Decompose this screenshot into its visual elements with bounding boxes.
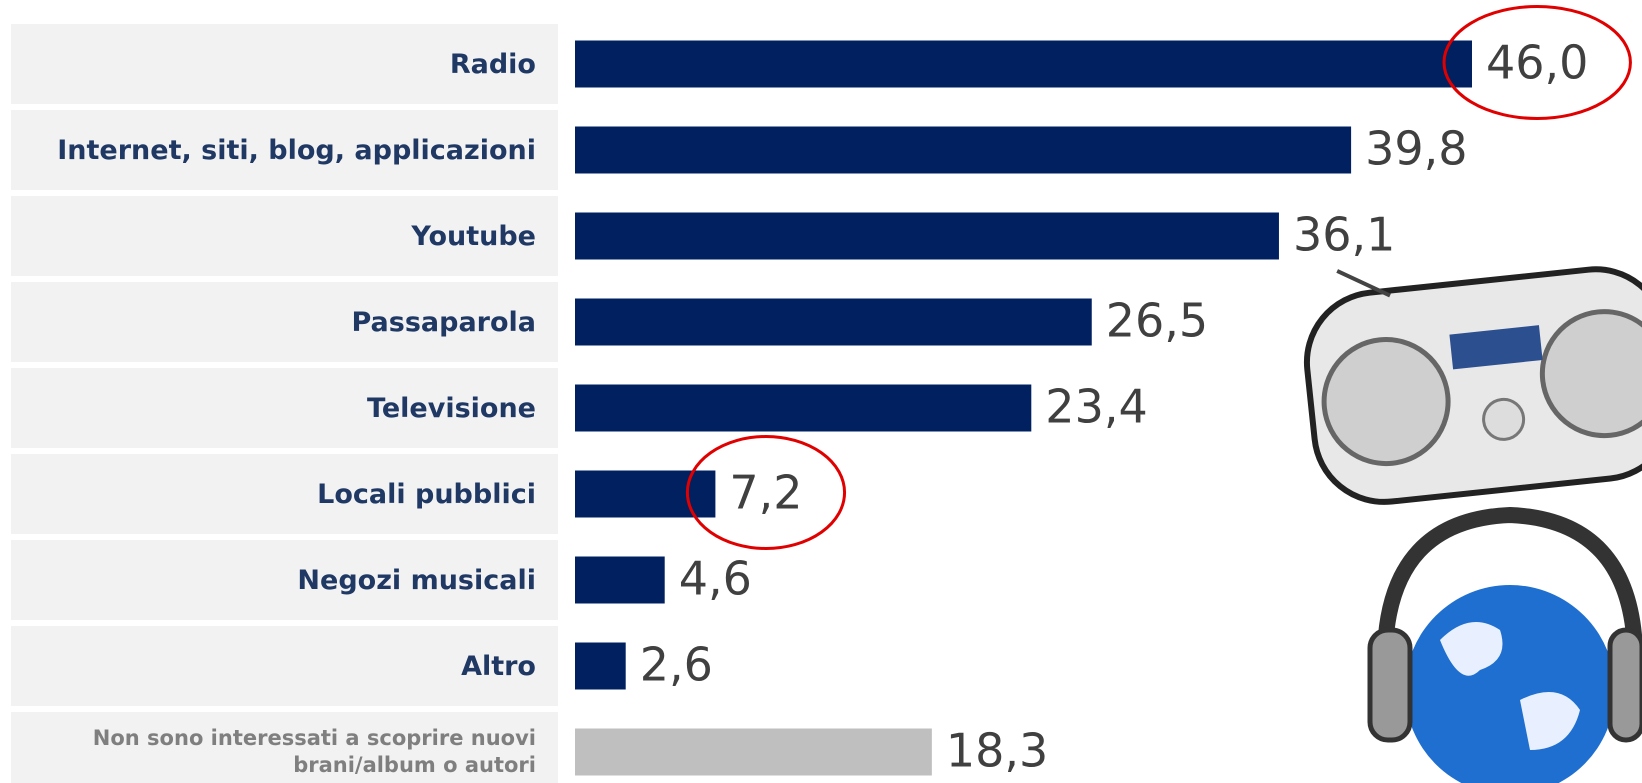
value-label: 36,1 [1293,208,1395,262]
bar [575,643,626,690]
value-label: 4,6 [679,552,752,606]
chart: 46,0 39,8 36,1 26,5 23,4 7,2 4,6 2,6 18,3 Radio I… [0,0,1642,783]
category-box: Non sono interessati a scoprire nuovi br… [11,712,558,783]
bar [575,213,1279,260]
category-box: Passaparola [11,282,558,362]
bar [575,127,1351,174]
value-label: 39,8 [1365,122,1467,176]
category-label: Negozi musicali [297,565,536,596]
value-label: 46,0 [1486,36,1588,90]
bar [575,41,1472,88]
value-label: 7,2 [729,466,802,520]
category-box: Televisione [11,368,558,448]
category-label: Youtube [411,221,536,252]
bar [575,385,1031,432]
bar [575,471,715,518]
category-box: Negozi musicali [11,540,558,620]
category-label: Radio [450,49,536,80]
category-box: Radio [11,24,558,104]
value-label: 23,4 [1045,380,1147,434]
category-label: Locali pubblici [317,479,536,510]
bar [575,557,665,604]
category-label: Televisione [367,393,536,424]
category-label: Altro [461,651,536,682]
value-label: 2,6 [640,638,713,692]
category-label: Non sono interessati a scoprire nuovi br… [46,725,536,780]
radio-illustration [1297,238,1642,509]
category-box: Altro [11,626,558,706]
category-box: Internet, siti, blog, applicazioni [11,110,558,190]
value-label: 18,3 [946,724,1048,778]
value-label: 26,5 [1106,294,1208,348]
headphones-illustration [1370,515,1642,783]
category-label: Internet, siti, blog, applicazioni [57,135,536,166]
bar [575,299,1092,346]
category-box: Locali pubblici [11,454,558,534]
bar [575,729,932,776]
category-label: Passaparola [351,307,536,338]
category-box: Youtube [11,196,558,276]
